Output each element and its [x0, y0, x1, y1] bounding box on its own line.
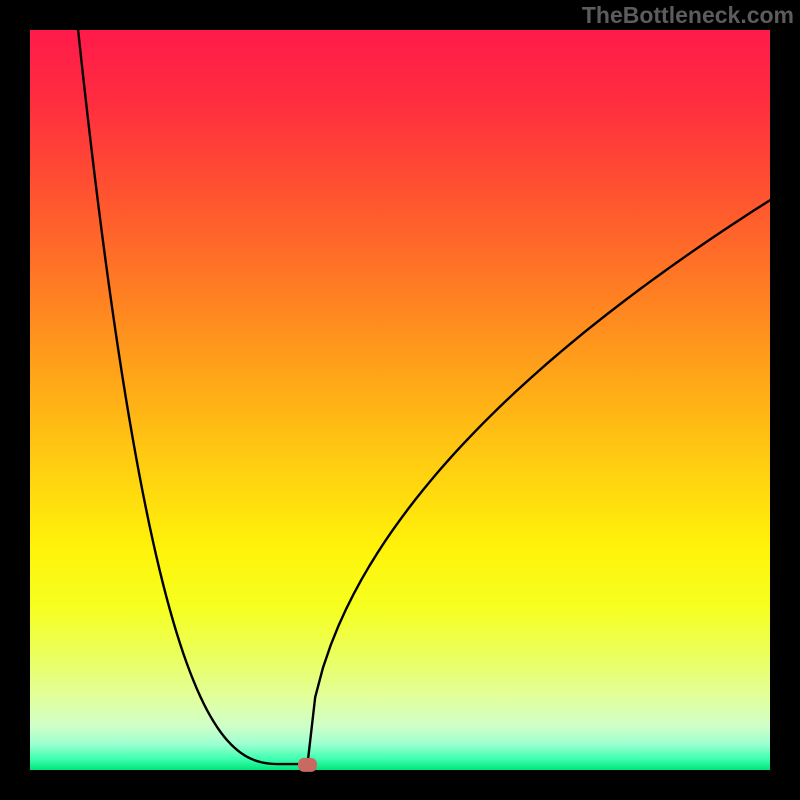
- watermark-text: TheBottleneck.com: [582, 2, 794, 29]
- chart-background-gradient: [30, 30, 770, 770]
- chart-container: TheBottleneck.com: [0, 0, 800, 800]
- optimal-point-marker: [298, 758, 317, 772]
- bottleneck-curve-chart: [0, 0, 800, 800]
